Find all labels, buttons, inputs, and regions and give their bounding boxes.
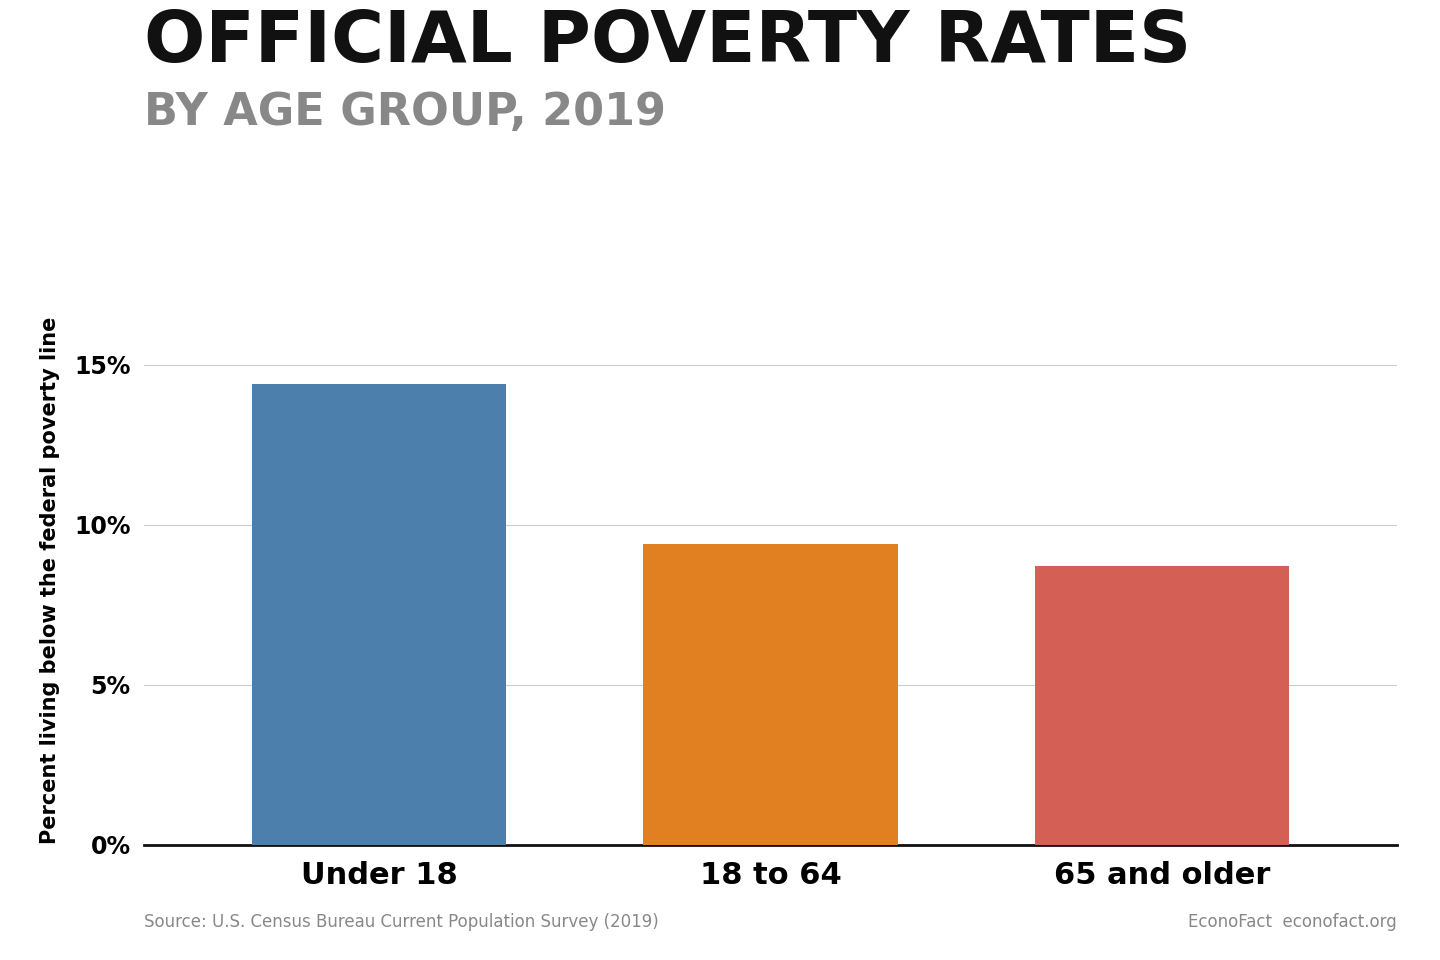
Text: OFFICIAL POVERTY RATES: OFFICIAL POVERTY RATES <box>144 8 1191 77</box>
Bar <box>644 544 897 845</box>
Bar <box>252 384 505 845</box>
Text: EconoFact  econofact.org: EconoFact econofact.org <box>1188 913 1397 931</box>
Text: Source: U.S. Census Bureau Current Population Survey (2019): Source: U.S. Census Bureau Current Popul… <box>144 913 658 931</box>
Bar <box>1035 566 1289 845</box>
Y-axis label: Percent living below the federal poverty line: Percent living below the federal poverty… <box>40 317 60 845</box>
Text: BY AGE GROUP, 2019: BY AGE GROUP, 2019 <box>144 91 665 134</box>
